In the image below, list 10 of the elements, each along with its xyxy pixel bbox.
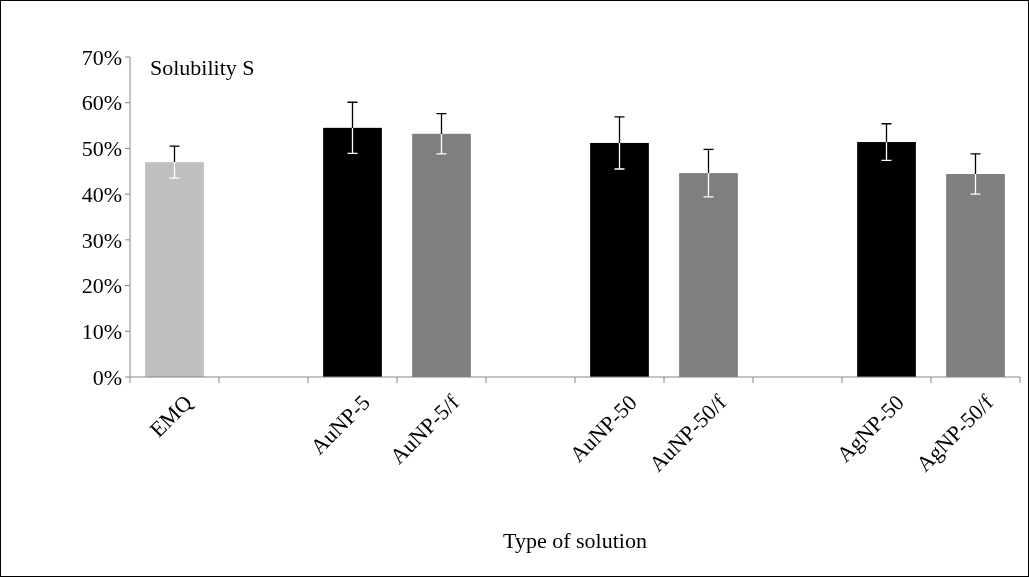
y-tick-label: 40% bbox=[81, 181, 122, 207]
y-tick-label: 70% bbox=[81, 44, 122, 70]
y-tick-label: 30% bbox=[81, 227, 122, 253]
y-tick-label: 20% bbox=[81, 273, 122, 299]
y-tick-label: 60% bbox=[81, 90, 122, 116]
y-tick-label: 50% bbox=[81, 136, 122, 162]
y-tick-label: 10% bbox=[81, 318, 122, 344]
y-tick-label: 0% bbox=[92, 364, 122, 390]
x-axis-title: Type of solution bbox=[503, 528, 647, 553]
chart-title: Solubility S bbox=[150, 54, 255, 80]
